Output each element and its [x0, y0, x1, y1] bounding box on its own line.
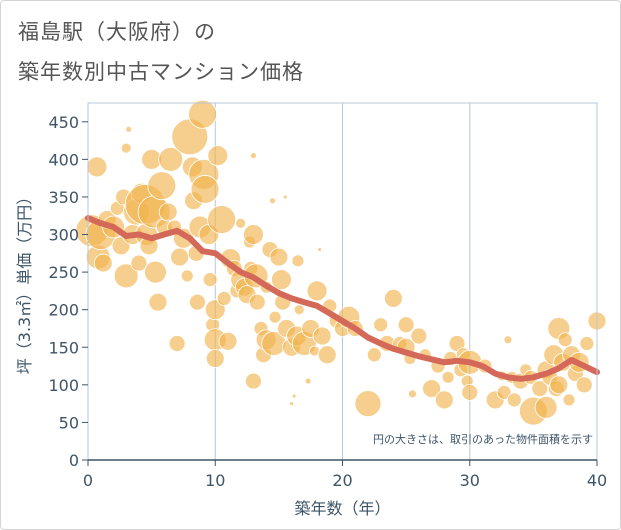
data-bubble: [291, 393, 297, 399]
data-bubble: [317, 247, 322, 252]
data-bubble: [130, 254, 148, 272]
y-tick-label: 50: [59, 413, 79, 432]
data-bubble: [506, 392, 522, 408]
data-bubble: [158, 202, 178, 222]
x-tick-label: 0: [83, 471, 93, 490]
x-tick-label: 10: [205, 471, 225, 490]
data-bubble: [188, 99, 217, 129]
y-axis-title: 坪（3.3㎡）単価（万円）: [15, 189, 34, 374]
size-note: 円の大きさは、取引のあった物件面積を示す: [373, 432, 593, 446]
data-bubble: [202, 272, 218, 288]
data-bubble: [190, 175, 220, 204]
data-bubble: [317, 345, 337, 365]
x-tick-label: 20: [332, 471, 352, 490]
data-bubble: [180, 269, 194, 283]
data-bubble: [441, 370, 455, 384]
data-bubble: [207, 205, 237, 234]
data-bubble: [354, 390, 382, 418]
data-bubble: [366, 347, 382, 363]
data-bubble: [549, 375, 569, 395]
data-bubble: [410, 327, 428, 345]
data-bubble: [93, 253, 113, 273]
chart-title-line2: 築年数別中古マンション価格: [18, 60, 304, 84]
x-axis-ticks: 0 10 20 30 40: [83, 460, 607, 490]
data-bubble: [503, 335, 513, 345]
data-bubble: [282, 194, 288, 200]
y-tick-label: 200: [48, 301, 79, 320]
data-bubble: [120, 142, 132, 154]
data-bubble: [461, 383, 479, 401]
data-bubble: [291, 254, 305, 268]
data-bubble: [113, 263, 139, 289]
data-bubble: [579, 336, 595, 351]
x-axis-title: 築年数（年）: [294, 499, 390, 518]
data-bubble: [562, 393, 576, 407]
data-bubble: [312, 326, 332, 346]
y-axis-ticks: 0 50 100 150 200 250 300 350 400 450: [48, 113, 88, 470]
data-bubble: [575, 376, 593, 394]
data-bubble: [373, 317, 389, 333]
data-bubble: [304, 377, 312, 385]
data-bubble: [531, 380, 549, 398]
data-bubble: [216, 291, 232, 306]
data-bubble: [205, 349, 225, 368]
data-bubble: [248, 293, 266, 311]
y-tick-label: 450: [48, 113, 79, 132]
data-bubble: [408, 389, 417, 399]
y-tick-label: 100: [48, 376, 79, 395]
data-bubble: [235, 217, 247, 229]
y-tick-label: 400: [48, 150, 79, 169]
data-bubble: [218, 331, 238, 351]
data-bubble: [289, 401, 295, 407]
data-bubble: [269, 247, 289, 267]
data-bubble: [245, 372, 262, 390]
data-bubble: [243, 224, 264, 245]
data-bubble: [383, 289, 403, 308]
data-bubble: [144, 260, 167, 284]
data-bubble: [147, 171, 177, 201]
y-tick-label: 350: [48, 188, 79, 207]
y-tick-label: 300: [48, 226, 79, 245]
data-bubble: [271, 269, 292, 291]
data-bubble: [434, 390, 454, 410]
data-bubble: [148, 292, 168, 312]
data-bubble: [168, 335, 186, 352]
data-bubble: [306, 280, 328, 302]
data-bubble: [158, 146, 184, 172]
data-bubble: [86, 156, 108, 178]
data-bubble: [397, 316, 415, 334]
trend-line: [85, 215, 600, 382]
y-tick-label: 150: [48, 338, 79, 357]
data-bubble: [534, 395, 558, 419]
data-bubble: [207, 145, 229, 167]
data-bubble: [268, 310, 282, 324]
data-bubble: [293, 304, 305, 316]
y-tick-label: 250: [48, 263, 79, 282]
y-tick-label: 0: [69, 451, 79, 470]
x-tick-label: 30: [460, 471, 480, 490]
data-bubble: [557, 332, 573, 348]
chart-title-line1: 福島駅（大阪府）の: [18, 20, 216, 44]
data-bubble: [250, 152, 257, 160]
data-bubble: [170, 247, 190, 267]
data-bubble: [189, 293, 206, 311]
data-bubble: [422, 379, 441, 399]
x-tick-label: 40: [587, 471, 607, 490]
data-bubble: [125, 125, 133, 133]
data-bubble: [496, 384, 512, 400]
data-bubble: [269, 197, 276, 205]
